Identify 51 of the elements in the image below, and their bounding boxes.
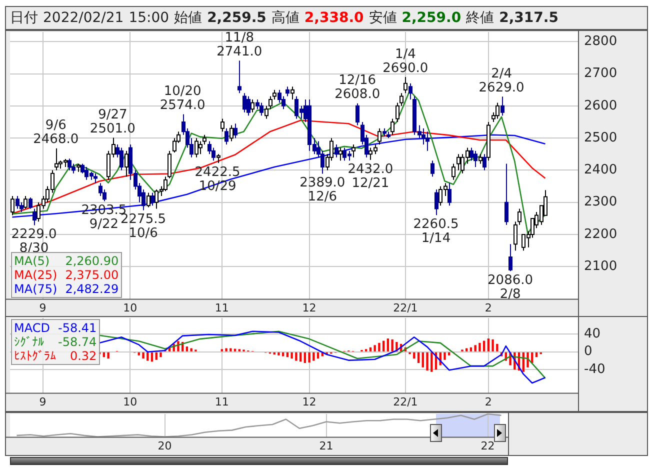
y-tick-label: 40: [584, 326, 601, 342]
annotation: 9/6 2468.0: [33, 118, 79, 148]
y-tick-label: 2100: [584, 259, 618, 274]
x-tick-label: 21: [319, 439, 334, 452]
text: ﾋｽﾄｸﾞﾗﾑ: [14, 349, 56, 363]
y-tick-label: 2700: [584, 66, 618, 82]
annotation: 2,375.00: [65, 268, 119, 282]
x-tick-label: 22: [480, 439, 495, 452]
y-tick-label: 2800: [584, 34, 618, 50]
text: MA(75): [14, 282, 58, 296]
x-tick-label: 9: [39, 395, 46, 408]
annotation: 1/4 2690.0: [382, 46, 428, 76]
annotation: 12/16 2608.0: [334, 73, 380, 102]
annotation: 2/4 2629.0: [478, 66, 524, 96]
y-tick-label: 0: [584, 344, 592, 360]
text: MA(25): [14, 268, 58, 282]
y-tick-label: 2200: [584, 226, 618, 242]
annotation: 2086.0 2/8: [488, 273, 534, 302]
x-tick-label: 11: [214, 301, 229, 314]
text: ｼｸﾞﾅﾙ: [14, 335, 44, 349]
x-tick-label: 22/1: [393, 301, 418, 314]
y-tick-label: 2500: [584, 130, 618, 146]
text: MA(5): [14, 254, 50, 268]
x-tick-label: 9: [39, 301, 46, 314]
annotation: 2,260.90: [65, 254, 119, 268]
annotation: 2229.0 8/30: [11, 227, 57, 256]
annotation: -58.74: [58, 335, 97, 349]
x-tick-label: 20: [158, 439, 172, 452]
annotation: 0.32: [70, 349, 97, 363]
annotation: -58.41: [58, 321, 97, 335]
y-tick-label: 2600: [584, 98, 618, 114]
x-tick-label: 12: [302, 395, 316, 408]
y-tick-label: 2400: [584, 162, 618, 178]
annotation: 2432.0 12/21: [348, 162, 394, 191]
y-tick-label: 2300: [584, 194, 618, 210]
annotation: 2389.0 12/6: [300, 176, 346, 205]
chart-title: 日付 2022/02/21 15:00 始値 2,259.5 高値 2,338.0 安値 2,259.0 終値 2,317.5: [10, 10, 558, 26]
x-tick-label: 10: [123, 395, 138, 408]
x-tick-label: 22/1: [393, 395, 418, 408]
annotation: 11/8 2741.0: [216, 30, 262, 60]
annotation: 2,482.29: [65, 282, 119, 296]
x-tick-label: 2: [484, 395, 492, 408]
annotation: 10/20 2574.0: [160, 84, 206, 114]
text: MACD: [14, 321, 50, 335]
x-tick-label: 11: [214, 395, 229, 408]
annotation: 2260.5 1/14: [413, 216, 459, 246]
x-tick-label: 12: [302, 301, 316, 314]
annotation: 9/27 2501.0: [90, 108, 136, 137]
x-tick-label: 10: [123, 301, 138, 314]
x-tick-label: 2: [484, 301, 492, 314]
y-tick-label: -40: [584, 362, 606, 378]
